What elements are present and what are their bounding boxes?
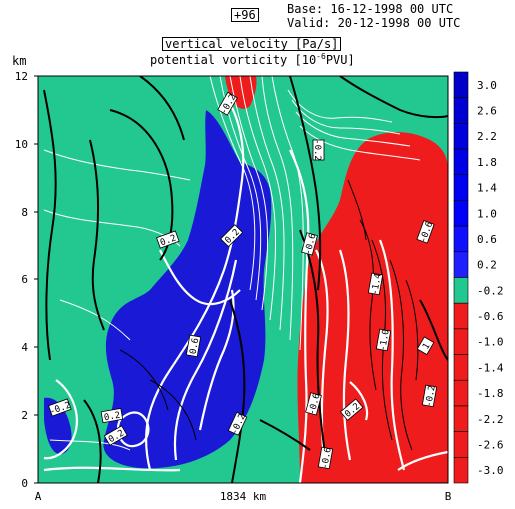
colorbar-swatch: [453, 174, 469, 201]
y-tick-label: 0: [21, 477, 28, 490]
colorbar-label: 1.8: [477, 156, 497, 169]
colorbar-label: 2.6: [477, 105, 497, 118]
y-unit-label: km: [12, 54, 27, 68]
colorbar-swatch: [453, 123, 469, 150]
y-tick-label: 2: [21, 409, 28, 422]
contour-label: -0.6: [317, 447, 334, 470]
contour-labels: -0.2 -0.2 -0.2 -0.6 -0.6 -1.4: [48, 91, 438, 470]
contour-label: -1.4: [367, 273, 384, 296]
colorbar-label: 1.0: [477, 207, 497, 220]
field2-label-text: potential vorticity [10: [150, 53, 317, 67]
colorbar-swatch: [453, 328, 469, 355]
y-tick-label: 4: [21, 341, 28, 354]
colorbar-swatch: [453, 200, 469, 227]
y-tick-label: 10: [15, 138, 28, 151]
colorbar-swatch: [453, 71, 469, 98]
y-tick-label: 12: [15, 70, 28, 83]
red-region-main: [297, 132, 448, 483]
contour-label-text: 1: [421, 342, 432, 352]
colorbar-swatch: [453, 379, 469, 407]
colorbar-swatch: [453, 354, 469, 381]
colorbar-label: -1.0: [477, 336, 504, 349]
colorbar-swatch: [453, 405, 469, 432]
field1-label: vertical velocity [Pa/s]: [162, 37, 342, 51]
colorbar: 3.0 2.6 2.2 1.8 1.4 1.0 0.6 0.2 -0.2 -0.6 -1.0 -1.4…: [453, 71, 504, 484]
pv-contours-thick: [43, 99, 448, 483]
blue-region-main: [103, 110, 272, 469]
forecast-step: +96: [234, 8, 256, 22]
x-distance-label: 1834 km: [220, 490, 267, 503]
contour-label: 1: [416, 336, 435, 356]
base-time: Base: 16-12-1998 00 UTC: [287, 2, 454, 16]
contour-label-text: -0.2: [424, 385, 438, 408]
colorbar-swatch: [453, 302, 469, 330]
colorbar-label: -3.0: [477, 464, 504, 477]
contour-label: -0.2: [421, 385, 438, 408]
colorbar-label: 0.2: [477, 259, 497, 272]
colorbar-label: 3.0: [477, 79, 497, 92]
colorbar-label: 2.2: [477, 130, 497, 143]
field2-label-tail: PVU]: [325, 53, 355, 67]
colorbar-swatch: [453, 277, 469, 304]
colorbar-swatch: [453, 148, 469, 176]
colorbar-swatch: [453, 457, 469, 484]
colorbar-label: -2.6: [477, 438, 504, 451]
colorbar-swatch: [453, 225, 469, 253]
contour-label-text: -0.6: [320, 447, 334, 470]
x-left-label: A: [35, 490, 42, 503]
colorbar-label: 0.6: [477, 233, 497, 246]
field1-label-text: vertical velocity [Pa/s]: [165, 37, 339, 51]
field2-label-exp: -6: [316, 52, 326, 61]
colorbar-label: -0.6: [477, 310, 504, 323]
colorbar-label: -1.8: [477, 387, 504, 400]
colorbar-label: -0.2: [477, 284, 504, 297]
y-axis: 0 2 4 6 8 10 12: [15, 70, 38, 490]
valid-time: Valid: 20-12-1998 00 UTC: [287, 16, 461, 30]
colorbar-label: -1.4: [477, 361, 504, 374]
contour-label: 0.2: [156, 230, 180, 249]
colorbar-label: -2.2: [477, 413, 504, 426]
contour-label-text: -1.0: [378, 329, 392, 352]
y-tick-label: 6: [21, 273, 28, 286]
colorbar-label: 1.4: [477, 182, 497, 195]
x-axis: A 1834 km B: [35, 490, 452, 503]
contour-label-text: -1.4: [370, 273, 384, 296]
contour-label: -0.2: [312, 139, 325, 161]
colorbar-swatch: [453, 97, 469, 124]
plot-area: -0.2 -0.2 -0.2 -0.6 -0.6 -1.4: [38, 76, 448, 483]
x-right-label: B: [445, 490, 452, 503]
contour-label: -1.0: [375, 329, 392, 352]
contour-label: 0.6: [185, 334, 202, 358]
red-region-bottom: [300, 470, 360, 483]
contour-label-text: 0.6: [189, 337, 202, 355]
field2-label: potential vorticity [10-6PVU]: [150, 52, 355, 67]
colorbar-swatch: [453, 251, 469, 278]
contour-label-text: 0.2: [103, 411, 121, 424]
contour-label: 0.2: [100, 407, 124, 424]
forecast-step-box: +96: [231, 8, 259, 22]
y-tick-label: 8: [21, 206, 28, 219]
colorbar-swatch: [453, 431, 469, 458]
contour-label-text: -0.2: [312, 139, 322, 161]
